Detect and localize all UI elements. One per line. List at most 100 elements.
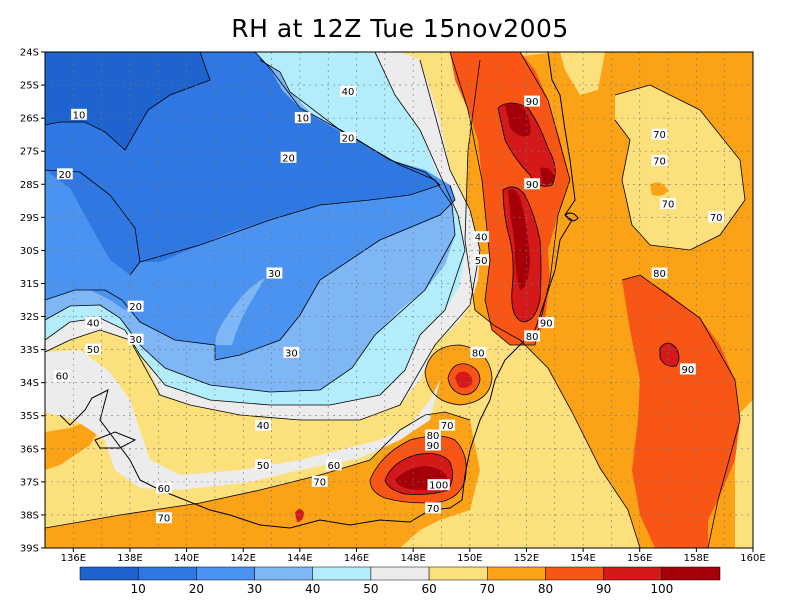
contour-90-c xyxy=(502,186,542,323)
contour-label-bg xyxy=(56,168,73,180)
lon-tick-label: 154E xyxy=(570,553,595,564)
contour-70-blob xyxy=(424,344,493,406)
contour-label: 50 xyxy=(87,345,100,356)
contour-label: 60 xyxy=(158,484,171,495)
contour-label: 80 xyxy=(653,269,666,280)
contour-80 xyxy=(449,52,571,346)
contour-label-bg xyxy=(340,85,356,97)
band-gt-100-n xyxy=(505,103,531,137)
contour-label: 40 xyxy=(342,87,355,98)
contour-label-bg xyxy=(255,419,271,431)
contour-label-bg xyxy=(340,131,356,143)
lat-tick-label: 26S xyxy=(20,114,39,125)
colorbar-swatch xyxy=(370,566,430,581)
contour-label: 90 xyxy=(681,365,694,376)
colorbar-label: 10 xyxy=(131,582,146,596)
colorbar-swatch xyxy=(487,566,546,581)
contour-label: 20 xyxy=(58,170,71,181)
contour-label-bg xyxy=(660,198,676,210)
lat-tick-label: 33S xyxy=(20,345,39,356)
contour-label-bg xyxy=(524,330,541,342)
contour-label: 90 xyxy=(427,441,440,452)
colorbar-label: 20 xyxy=(189,582,204,596)
colorbar-swatch xyxy=(79,566,139,581)
lon-tick-label: 148E xyxy=(400,553,425,564)
contour-label-bg xyxy=(85,343,102,355)
contour-label: 60 xyxy=(327,461,340,472)
lat-tick-label: 36S xyxy=(20,444,39,455)
contour-label: 70 xyxy=(427,504,440,515)
band-60-70-ne-hole xyxy=(560,52,605,95)
contour-label-bg xyxy=(679,363,696,375)
band-gt-100-c xyxy=(508,189,530,290)
lon-tick-label: 142E xyxy=(231,553,256,564)
contour-90-n xyxy=(497,102,556,187)
contour-90-e xyxy=(659,342,680,367)
colorbar-label: 100 xyxy=(650,582,673,596)
colorbar-swatch xyxy=(137,566,197,581)
band-gt-100-n2 xyxy=(540,167,555,185)
contour-label-bg xyxy=(294,112,311,124)
contour-label: 10 xyxy=(296,114,309,125)
contour-70-hole xyxy=(614,84,746,251)
contour-label-bg xyxy=(255,459,271,471)
contour-label: 90 xyxy=(526,97,539,108)
lon-tick-label: 144E xyxy=(287,553,312,564)
contour-label: 40 xyxy=(257,421,270,432)
contour-label: 20 xyxy=(342,133,355,144)
contour-label: 70 xyxy=(653,157,666,168)
colorbar-label: 70 xyxy=(480,582,495,596)
contour-label: 20 xyxy=(129,302,142,313)
colorbar-swatch xyxy=(545,566,604,581)
contour-label: 30 xyxy=(285,348,298,359)
lat-tick-label: 32S xyxy=(20,312,39,323)
contour-label: 70 xyxy=(662,200,675,211)
colorbar-swatch xyxy=(603,566,663,581)
contour-20-w xyxy=(45,169,141,276)
lon-tick-label: 156E xyxy=(627,553,652,564)
contour-label: 60 xyxy=(56,372,69,383)
contour-label-bg xyxy=(651,267,668,279)
coastline-main xyxy=(59,52,576,529)
contour-label: 40 xyxy=(87,319,100,330)
coastline-island xyxy=(564,212,579,222)
contour-label-bg xyxy=(85,317,102,329)
band-90-100-east xyxy=(660,343,679,367)
contour-80-blob xyxy=(447,363,481,396)
contour-label-bg xyxy=(651,128,668,140)
contour-label-bg xyxy=(127,333,144,345)
lat-tick-label: 27S xyxy=(20,147,39,158)
band-20-30-sw xyxy=(45,170,138,310)
lat-tick-label: 35S xyxy=(20,411,39,422)
contour-90-se xyxy=(384,453,453,495)
contour-label: 90 xyxy=(540,319,553,330)
grid xyxy=(45,52,753,548)
lon-tick-label: 158E xyxy=(684,553,709,564)
contour-label-bg xyxy=(708,211,725,223)
lon-tick-label: 140E xyxy=(174,553,199,564)
contour-label-bg xyxy=(127,300,144,312)
colorbar-label: 50 xyxy=(363,582,378,596)
contour-label-bg xyxy=(538,317,555,329)
band-90-100-small xyxy=(295,509,304,522)
colorbar-swatch xyxy=(254,566,313,581)
lat-tick-label: 25S xyxy=(20,81,39,92)
contour-label-bg xyxy=(425,429,441,441)
colorbar-label: 30 xyxy=(247,582,262,596)
contour-label-bg xyxy=(283,346,300,358)
plot-frame xyxy=(44,51,754,549)
colorbar-swatch xyxy=(661,566,721,581)
contour-30 xyxy=(45,184,456,361)
contour-label: 70 xyxy=(710,213,723,224)
colorbar-label: 40 xyxy=(305,582,320,596)
band-70-80-islet xyxy=(650,182,668,196)
contour-label-bg xyxy=(156,482,172,494)
lon-tick-label: 136E xyxy=(61,553,86,564)
contour-label-bg xyxy=(470,346,487,358)
contour-label: 70 xyxy=(313,477,326,488)
colorbar-label: 80 xyxy=(538,582,553,596)
contour-label: 100 xyxy=(429,481,448,492)
colorbar-label: 90 xyxy=(596,582,611,596)
band-80-90-east xyxy=(622,275,740,548)
contour-label: 10 xyxy=(73,110,86,121)
